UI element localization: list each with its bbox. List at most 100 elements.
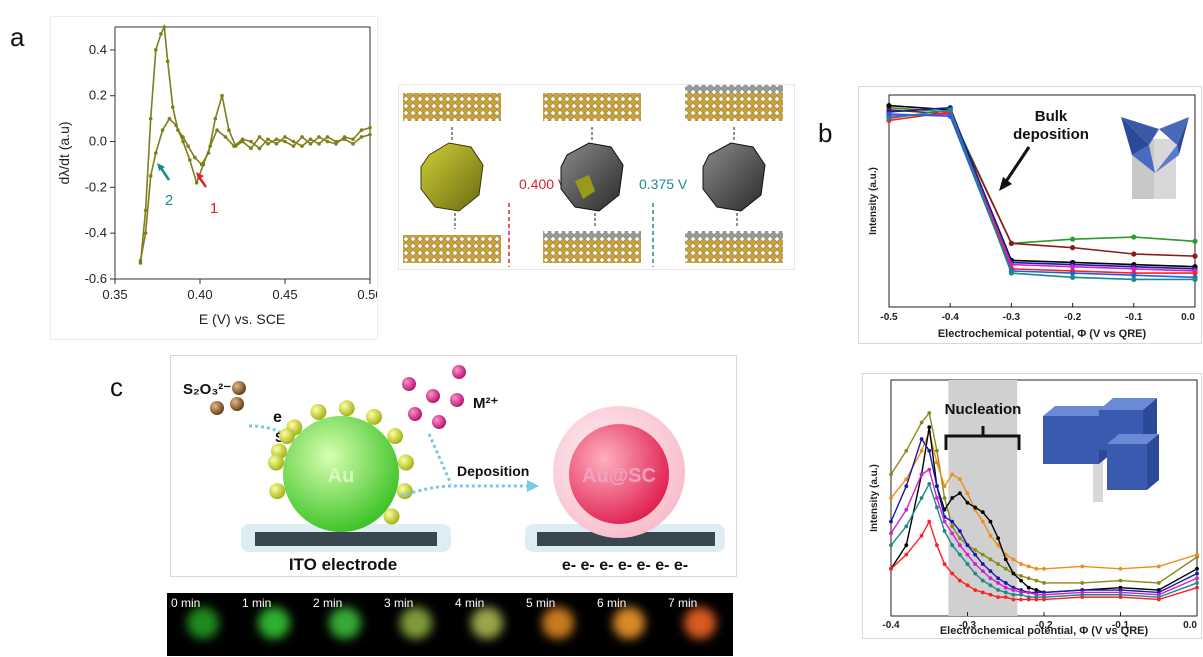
data-point bbox=[274, 142, 279, 146]
data-point bbox=[1195, 581, 1199, 585]
data-point bbox=[988, 592, 993, 597]
panel-b-top-frame: -0.5 -0.4 -0.3 -0.2 -0.1 0.0 Intensity (a.u.)… bbox=[858, 86, 1202, 344]
data-point bbox=[249, 139, 253, 144]
data-point bbox=[886, 111, 892, 117]
data-point bbox=[181, 139, 185, 144]
data-point bbox=[950, 543, 955, 548]
data-point bbox=[988, 557, 993, 562]
x-tick-label: -0.1 bbox=[1125, 312, 1143, 323]
data-point bbox=[927, 467, 932, 472]
data-point bbox=[160, 128, 165, 132]
data-point bbox=[359, 135, 364, 139]
data-point bbox=[957, 477, 962, 482]
data-point bbox=[1195, 571, 1199, 576]
metal-ion-icon bbox=[408, 407, 422, 421]
gold-facet bbox=[575, 175, 595, 199]
data-point bbox=[1026, 590, 1031, 595]
y-axis-label: Intensity (a.u.) bbox=[869, 464, 880, 532]
data-point bbox=[1070, 270, 1076, 276]
x-tick-label: -0.2 bbox=[1035, 620, 1053, 631]
intensity-series-5 bbox=[888, 111, 1195, 274]
data-point bbox=[889, 531, 893, 536]
data-point bbox=[148, 174, 153, 178]
data-point bbox=[1192, 253, 1198, 259]
data-point bbox=[1195, 585, 1199, 590]
data-point bbox=[996, 543, 1000, 548]
frame-time: 0 min bbox=[171, 596, 201, 610]
data-point bbox=[927, 411, 932, 415]
panel-a-chart: 0.4 0.2 0.0 -0.2 -0.4 -0.6 0.35 0.40 0.45 0.50 d… bbox=[56, 24, 383, 327]
sulfide-ligand-icon bbox=[268, 454, 285, 471]
data-point bbox=[942, 496, 947, 500]
data-point bbox=[996, 562, 1000, 566]
data-point bbox=[213, 116, 218, 121]
x-tick-label: -0.1 bbox=[1112, 620, 1130, 631]
intensity-series-4 bbox=[888, 113, 1196, 272]
data-point bbox=[227, 128, 231, 132]
data-point bbox=[193, 155, 197, 160]
data-point bbox=[980, 578, 985, 583]
data-point bbox=[957, 552, 962, 557]
data-point bbox=[904, 507, 909, 512]
partially-coated-nanocrystal-icon bbox=[560, 142, 624, 212]
deposition-label: Deposition bbox=[457, 463, 529, 479]
data-point bbox=[1131, 272, 1137, 278]
arrow-1-icon bbox=[197, 176, 208, 188]
data-point bbox=[283, 135, 287, 139]
dotted-arrow-icon bbox=[427, 433, 453, 485]
data-point bbox=[996, 581, 1000, 585]
data-point bbox=[317, 135, 321, 139]
panel-b-bottom-frame: -0.4 -0.3 -0.2 -0.1 0.0 Intensity (a.u.) Ele… bbox=[862, 373, 1202, 639]
data-point bbox=[889, 472, 893, 477]
frame-time: 5 min bbox=[526, 596, 556, 610]
data-point bbox=[1156, 564, 1161, 569]
data-point bbox=[1080, 564, 1085, 569]
data-point bbox=[965, 491, 970, 496]
data-point bbox=[291, 144, 296, 148]
gold-nanoparticle-icon bbox=[283, 416, 399, 532]
data-point bbox=[980, 510, 985, 515]
timelapse-frame-0: 0 min bbox=[167, 593, 237, 656]
sulfide-ligand-icon bbox=[310, 403, 327, 420]
intensity-series-7 bbox=[888, 108, 1195, 281]
data-point bbox=[886, 115, 892, 121]
arrow-2-icon bbox=[159, 167, 171, 181]
electron-label: e bbox=[273, 409, 282, 426]
data-point bbox=[965, 562, 970, 566]
data-point bbox=[935, 505, 939, 510]
metal-ion-icon bbox=[402, 377, 416, 391]
data-point bbox=[1026, 585, 1031, 590]
sulfide-ligand-icon bbox=[269, 483, 286, 500]
potential-label-2: 0.375 V bbox=[639, 176, 688, 192]
data-point bbox=[935, 484, 939, 489]
data-point bbox=[919, 472, 924, 477]
timelapse-frame-5: 5 min bbox=[522, 593, 592, 656]
particle-image bbox=[684, 607, 716, 639]
data-point bbox=[1019, 578, 1023, 583]
frame-time: 4 min bbox=[455, 596, 485, 610]
annotation-bulk: Bulk bbox=[1035, 108, 1068, 125]
data-point bbox=[935, 543, 939, 548]
au-label: Au bbox=[328, 465, 355, 487]
data-point bbox=[1156, 597, 1161, 602]
data-point bbox=[988, 583, 993, 588]
data-point bbox=[904, 524, 909, 529]
data-point bbox=[1026, 576, 1031, 581]
thiosulfate-ion-icon bbox=[210, 401, 224, 415]
frame-time: 1 min bbox=[242, 596, 272, 610]
y-axis-label: dλ/dt (a.u) bbox=[56, 121, 72, 184]
x-tick-label: 0.40 bbox=[187, 287, 212, 302]
y-tick-label: -0.4 bbox=[85, 225, 107, 240]
data-point bbox=[325, 135, 330, 139]
data-point bbox=[186, 144, 190, 148]
particle-image bbox=[542, 607, 574, 639]
data-point bbox=[889, 519, 893, 524]
bottom-electrode-1 bbox=[403, 235, 501, 263]
data-point bbox=[1042, 597, 1046, 602]
sulfide-ligand-icon bbox=[366, 408, 382, 425]
data-point bbox=[919, 533, 924, 538]
data-point bbox=[950, 472, 955, 477]
data-point bbox=[1042, 566, 1046, 571]
data-point bbox=[1003, 581, 1008, 585]
data-point bbox=[1192, 276, 1198, 283]
